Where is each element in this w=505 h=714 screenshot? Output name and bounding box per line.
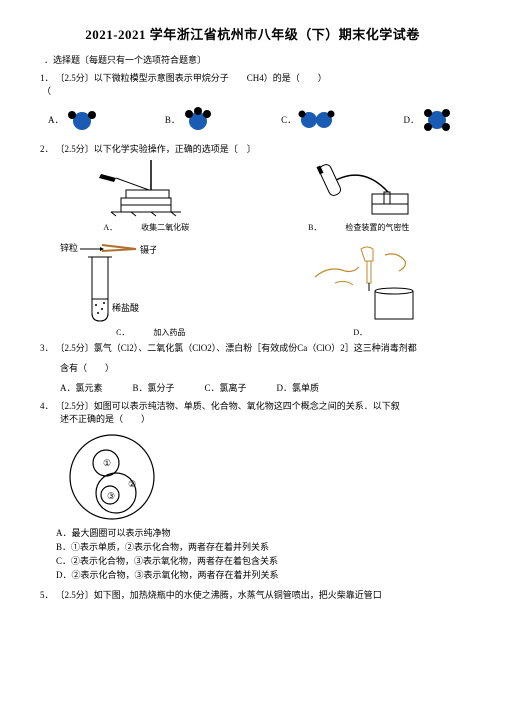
exam-page: 2021-2021 学年浙江省杭州市八年级（下）期末化学试卷 ．选择题〔每题只有… xyxy=(0,0,505,714)
q4-stem1: 如图可以表示纯洁物、单质、化合物、氧化物这四个概念之间的关系．以下叙 xyxy=(94,400,400,413)
q1: 1． 〔2.5分〕 以下微粒模型示意图表示甲烷分子 CH4）的是（ ） （ xyxy=(40,72,465,97)
q2-cap-d: D． xyxy=(353,327,367,338)
option-label: B． xyxy=(165,113,180,126)
q4: 4． 〔2.5分〕 如图可以表示纯洁物、单质、化合物、氧化物这四个概念之间的关系… xyxy=(40,400,465,425)
q4-options: A．最大圆圈可以表示纯净物 B．①表示单质，②表示化合物，两者存在着并列关系 C… xyxy=(56,527,465,583)
svg-text:锌粒: 锌粒 xyxy=(60,242,78,253)
q2-stem: 以下化学实验操作，正确的选项是〔 〕 xyxy=(94,143,256,156)
q2-row1: A． 收集二氧化碳 B． 检查装置的气密性 xyxy=(40,160,465,233)
q4-opt-c: C．②表示化合物，③表示氧化物，两者存在着包含关系 xyxy=(56,555,465,569)
apparatus-d-icon xyxy=(295,241,425,325)
q1-number: 1． xyxy=(40,72,54,85)
tweezer-label: 镊子 xyxy=(140,244,156,255)
molecule-icon xyxy=(64,106,102,132)
q3-options: A．氯元素 B．氯分子 C．氯离子 D．氯单质 xyxy=(60,381,465,394)
molecule-icon xyxy=(419,105,457,133)
q3-stem1: 氯气（Cl2）、二氧化氯（ClO2）、漂白粉［有效成份Ca（ClO）2］这三种消… xyxy=(94,342,417,355)
q3-opt-b: B．氯分子 xyxy=(133,381,175,394)
page-title: 2021-2021 学年浙江省杭州市八年级（下）期末化学试卷 xyxy=(40,24,465,43)
q3: 3． 〔2.5分〕 氯气（Cl2）、二氧化氯（ClO2）、漂白粉［有效成份Ca（… xyxy=(40,342,465,375)
q4-venn: ① ③ ② xyxy=(60,431,465,525)
section-header: ．选择题〔每题只有一个选项符合题意〕 xyxy=(44,53,465,66)
q4-number: 4． xyxy=(40,400,54,413)
option-label: A． xyxy=(48,113,64,126)
q1-options: A． B． C． D． xyxy=(48,105,457,133)
q2-cap-a: A． 收集二氧化碳 xyxy=(103,222,189,233)
svg-text:③: ③ xyxy=(107,491,115,501)
q2-number: 2． xyxy=(40,143,54,156)
q1-option-d: D． xyxy=(403,105,457,133)
q5-stem: 如下图，加热烧瓶中的水使之沸腾，水蒸气从铜管喷出，把火柴靠近管口 xyxy=(94,589,382,602)
q4-opt-a: A．最大圆圈可以表示纯净物 xyxy=(56,527,465,541)
q2-points: 〔2.5分〕 xyxy=(56,143,94,156)
q4-opt-d: D．②表示化合物，③表示氧化物，两者存在着并列关系 xyxy=(56,569,465,583)
q1-option-b: B． xyxy=(165,106,218,132)
apparatus-b-icon xyxy=(294,160,424,220)
q2-row2: 锌粒 镊子 稀盐酸 C． 加入药品 xyxy=(40,241,465,338)
q2-item-c: 锌粒 镊子 稀盐酸 C． 加入药品 xyxy=(40,241,256,338)
q4-stem2: 述不正确的是（ ） xyxy=(60,413,465,426)
q2-cap-b: B． 检查装置的气密性 xyxy=(308,222,409,233)
q5-points: 〔2.5分〕 xyxy=(56,589,94,602)
molecule-icon xyxy=(296,106,340,132)
svg-text:稀盐酸: 稀盐酸 xyxy=(112,302,139,313)
q4-points: 〔2.5分〕 xyxy=(56,400,94,413)
q2-item-d: D． xyxy=(256,241,466,338)
q3-points: 〔2.5分〕 xyxy=(56,342,94,355)
q1-stem-a: 以下微粒模型示意图表示甲烷分子 xyxy=(94,72,229,85)
q1-option-c: C． xyxy=(281,106,340,132)
molecule-icon xyxy=(180,106,218,132)
option-label: D． xyxy=(403,113,419,126)
q5-number: 5． xyxy=(40,589,54,602)
svg-text:①: ① xyxy=(103,458,111,468)
q5: 5． 〔2.5分〕 如下图，加热烧瓶中的水使之沸腾，水蒸气从铜管喷出，把火柴靠近… xyxy=(40,589,465,602)
q1-stem-b: CH4）的是（ ） xyxy=(247,72,327,85)
option-label: C． xyxy=(281,113,296,126)
svg-text:②: ② xyxy=(128,479,136,489)
apparatus-a-icon xyxy=(91,160,201,220)
q2: 2． 〔2.5分〕 以下化学实验操作，正确的选项是〔 〕 xyxy=(40,143,465,156)
q2-cap-c: C． 加入药品 xyxy=(116,327,185,338)
q3-opt-a: A．氯元素 xyxy=(60,381,103,394)
q4-opt-b: B．①表示单质，②表示化合物，两者存在着并列关系 xyxy=(56,541,465,555)
q2-item-a: A． 收集二氧化碳 xyxy=(40,160,253,233)
q1-points: 〔2.5分〕 xyxy=(56,72,94,85)
q3-opt-c: C．氯离子 xyxy=(205,381,247,394)
q2-item-b: B． 检查装置的气密性 xyxy=(253,160,466,233)
q3-opt-d: D．氯单质 xyxy=(277,381,320,394)
apparatus-c-icon: 锌粒 镊子 稀盐酸 xyxy=(46,241,156,325)
q1-option-a: A． xyxy=(48,106,102,132)
q3-number: 3． xyxy=(40,342,54,355)
venn-diagram-icon: ① ③ ② xyxy=(60,431,170,523)
q3-stem2: 含有（ ） xyxy=(60,362,465,375)
